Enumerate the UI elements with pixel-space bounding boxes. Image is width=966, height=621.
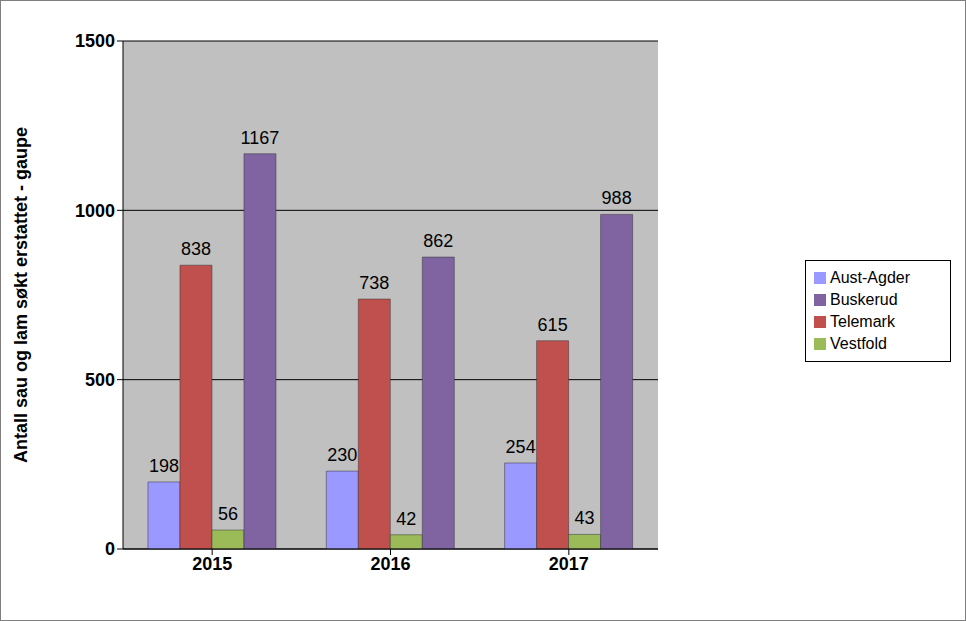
svg-text:615: 615 bbox=[538, 315, 568, 335]
svg-text:738: 738 bbox=[359, 273, 389, 293]
svg-text:862: 862 bbox=[423, 231, 453, 251]
svg-text:43: 43 bbox=[575, 508, 595, 528]
svg-text:56: 56 bbox=[218, 504, 238, 524]
svg-text:838: 838 bbox=[181, 239, 211, 259]
svg-text:Antall sau og lam søkt erstatt: Antall sau og lam søkt erstattet - gaupe bbox=[11, 127, 31, 463]
html-text:Vestfold: Vestfold bbox=[830, 334, 887, 352]
svg-text:2016: 2016 bbox=[370, 554, 410, 574]
svg-text:254: 254 bbox=[506, 437, 536, 457]
svg-text:2015: 2015 bbox=[192, 554, 232, 574]
html-text:Telemark: Telemark bbox=[830, 312, 895, 330]
svg-text:988: 988 bbox=[602, 188, 632, 208]
svg-text:2017: 2017 bbox=[549, 554, 589, 574]
svg-text:42: 42 bbox=[396, 509, 416, 529]
svg-text:0: 0 bbox=[105, 539, 115, 559]
html-text:Aust-Agder: Aust-Agder bbox=[830, 268, 910, 286]
svg-text:500: 500 bbox=[85, 370, 115, 390]
svg-text:1500: 1500 bbox=[75, 31, 115, 51]
svg-text:198: 198 bbox=[149, 456, 179, 476]
html-text:Buskerud: Buskerud bbox=[830, 290, 898, 308]
svg-text:230: 230 bbox=[327, 445, 357, 465]
svg-text:1000: 1000 bbox=[75, 201, 115, 221]
svg-text:1167: 1167 bbox=[241, 128, 280, 148]
